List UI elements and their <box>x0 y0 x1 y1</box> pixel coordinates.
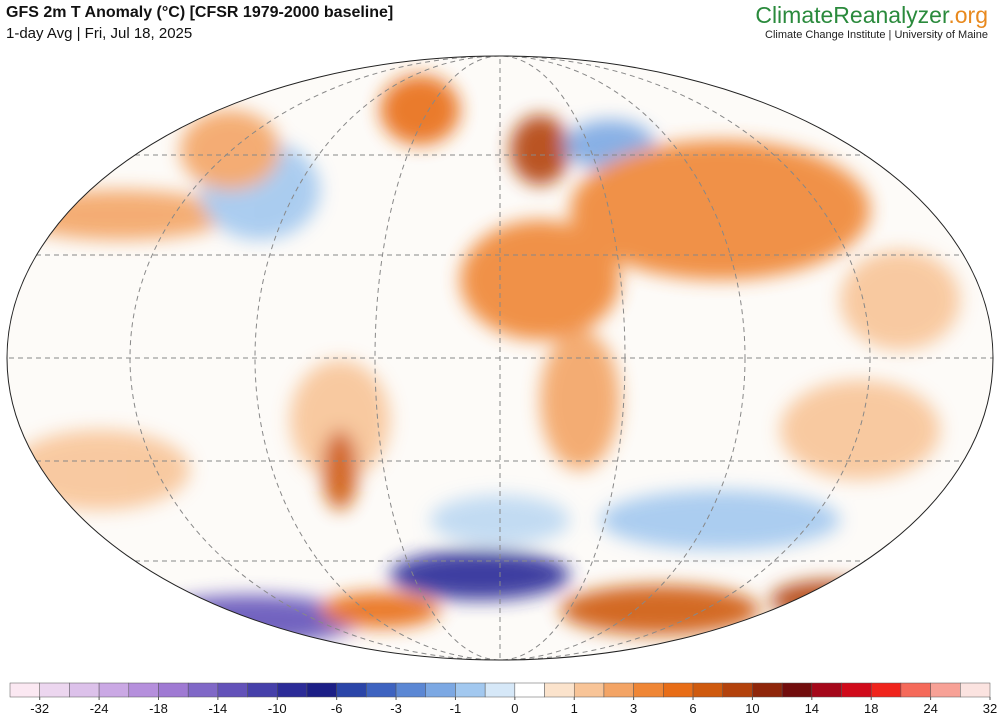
colorbar-box <box>900 682 931 698</box>
colorbar-box <box>752 682 783 698</box>
colorbar-box <box>692 682 723 698</box>
colorbar-box <box>573 682 605 698</box>
colorbar-box <box>39 682 70 698</box>
colorbar-tick-label: -3 <box>390 701 402 716</box>
colorbar-box <box>960 682 991 698</box>
colorbar-tick-label: 32 <box>983 701 997 716</box>
colorbar-box <box>277 682 308 698</box>
colorbar-box <box>158 682 189 698</box>
colorbar-box <box>633 682 664 698</box>
colorbar-box <box>366 682 397 698</box>
colorbar-tick-label: -14 <box>208 701 227 716</box>
colorbar-box <box>811 682 842 698</box>
anomaly-field <box>7 56 993 660</box>
colorbar-tick-label: 3 <box>630 701 637 716</box>
colorbar-tick-label: 1 <box>571 701 578 716</box>
colorbar-box <box>544 682 575 698</box>
globe-outline <box>6 55 994 661</box>
colorbar-tick-label: 6 <box>689 701 696 716</box>
colorbar-box <box>217 682 248 698</box>
colorbar-box <box>514 682 545 698</box>
institution: Climate Change Institute | University of… <box>765 29 988 41</box>
colorbar-box <box>930 682 961 698</box>
colorbar-tick-label: -6 <box>331 701 343 716</box>
colorbar-box <box>306 682 337 698</box>
colorbar-box <box>663 682 694 698</box>
colorbar-box <box>841 682 872 698</box>
colorbar-tick-label: 10 <box>745 701 759 716</box>
colorbar-box <box>722 682 753 698</box>
colorbar-tick-label: 18 <box>864 701 878 716</box>
colorbar-tick-label: -1 <box>450 701 462 716</box>
colorbar-tick-label: 14 <box>805 701 819 716</box>
brand-suffix: .org <box>948 2 988 28</box>
colorbar-tick-label: -24 <box>90 701 109 716</box>
colorbar-box <box>870 682 902 698</box>
colorbar-tick-label: -18 <box>149 701 168 716</box>
map-subtitle: 1-day Avg | Fri, Jul 18, 2025 <box>6 25 193 42</box>
colorbar: -32 -24 -18 -14 -10 -6 -3 -1 0 1 3 6 10 14 18 24 32 <box>9 682 997 716</box>
colorbar-tick-label: 0 <box>511 701 518 716</box>
colorbar-box <box>336 682 367 698</box>
colorbar-box <box>128 682 159 698</box>
brand-name: ClimateReanalyzer <box>755 2 949 28</box>
colorbar-box <box>187 682 219 698</box>
colorbar-box <box>247 682 278 698</box>
colorbar-box <box>781 682 813 698</box>
colorbar-tick-label: 24 <box>923 701 937 716</box>
colorbar-box <box>603 682 634 698</box>
colorbar-box <box>9 682 40 698</box>
colorbar-box <box>69 682 100 698</box>
colorbar-tick-label: -32 <box>30 701 49 716</box>
colorbar-box <box>425 682 456 698</box>
colorbar-box <box>98 682 130 698</box>
colorbar-box <box>395 682 427 698</box>
map-title: GFS 2m T Anomaly (°C) [CFSR 1979-2000 ba… <box>6 4 394 21</box>
colorbar-tick-label: -10 <box>268 701 287 716</box>
brand: ClimateReanalyzer.org <box>755 2 988 29</box>
colorbar-box <box>455 682 486 698</box>
colorbar-box <box>484 682 516 698</box>
